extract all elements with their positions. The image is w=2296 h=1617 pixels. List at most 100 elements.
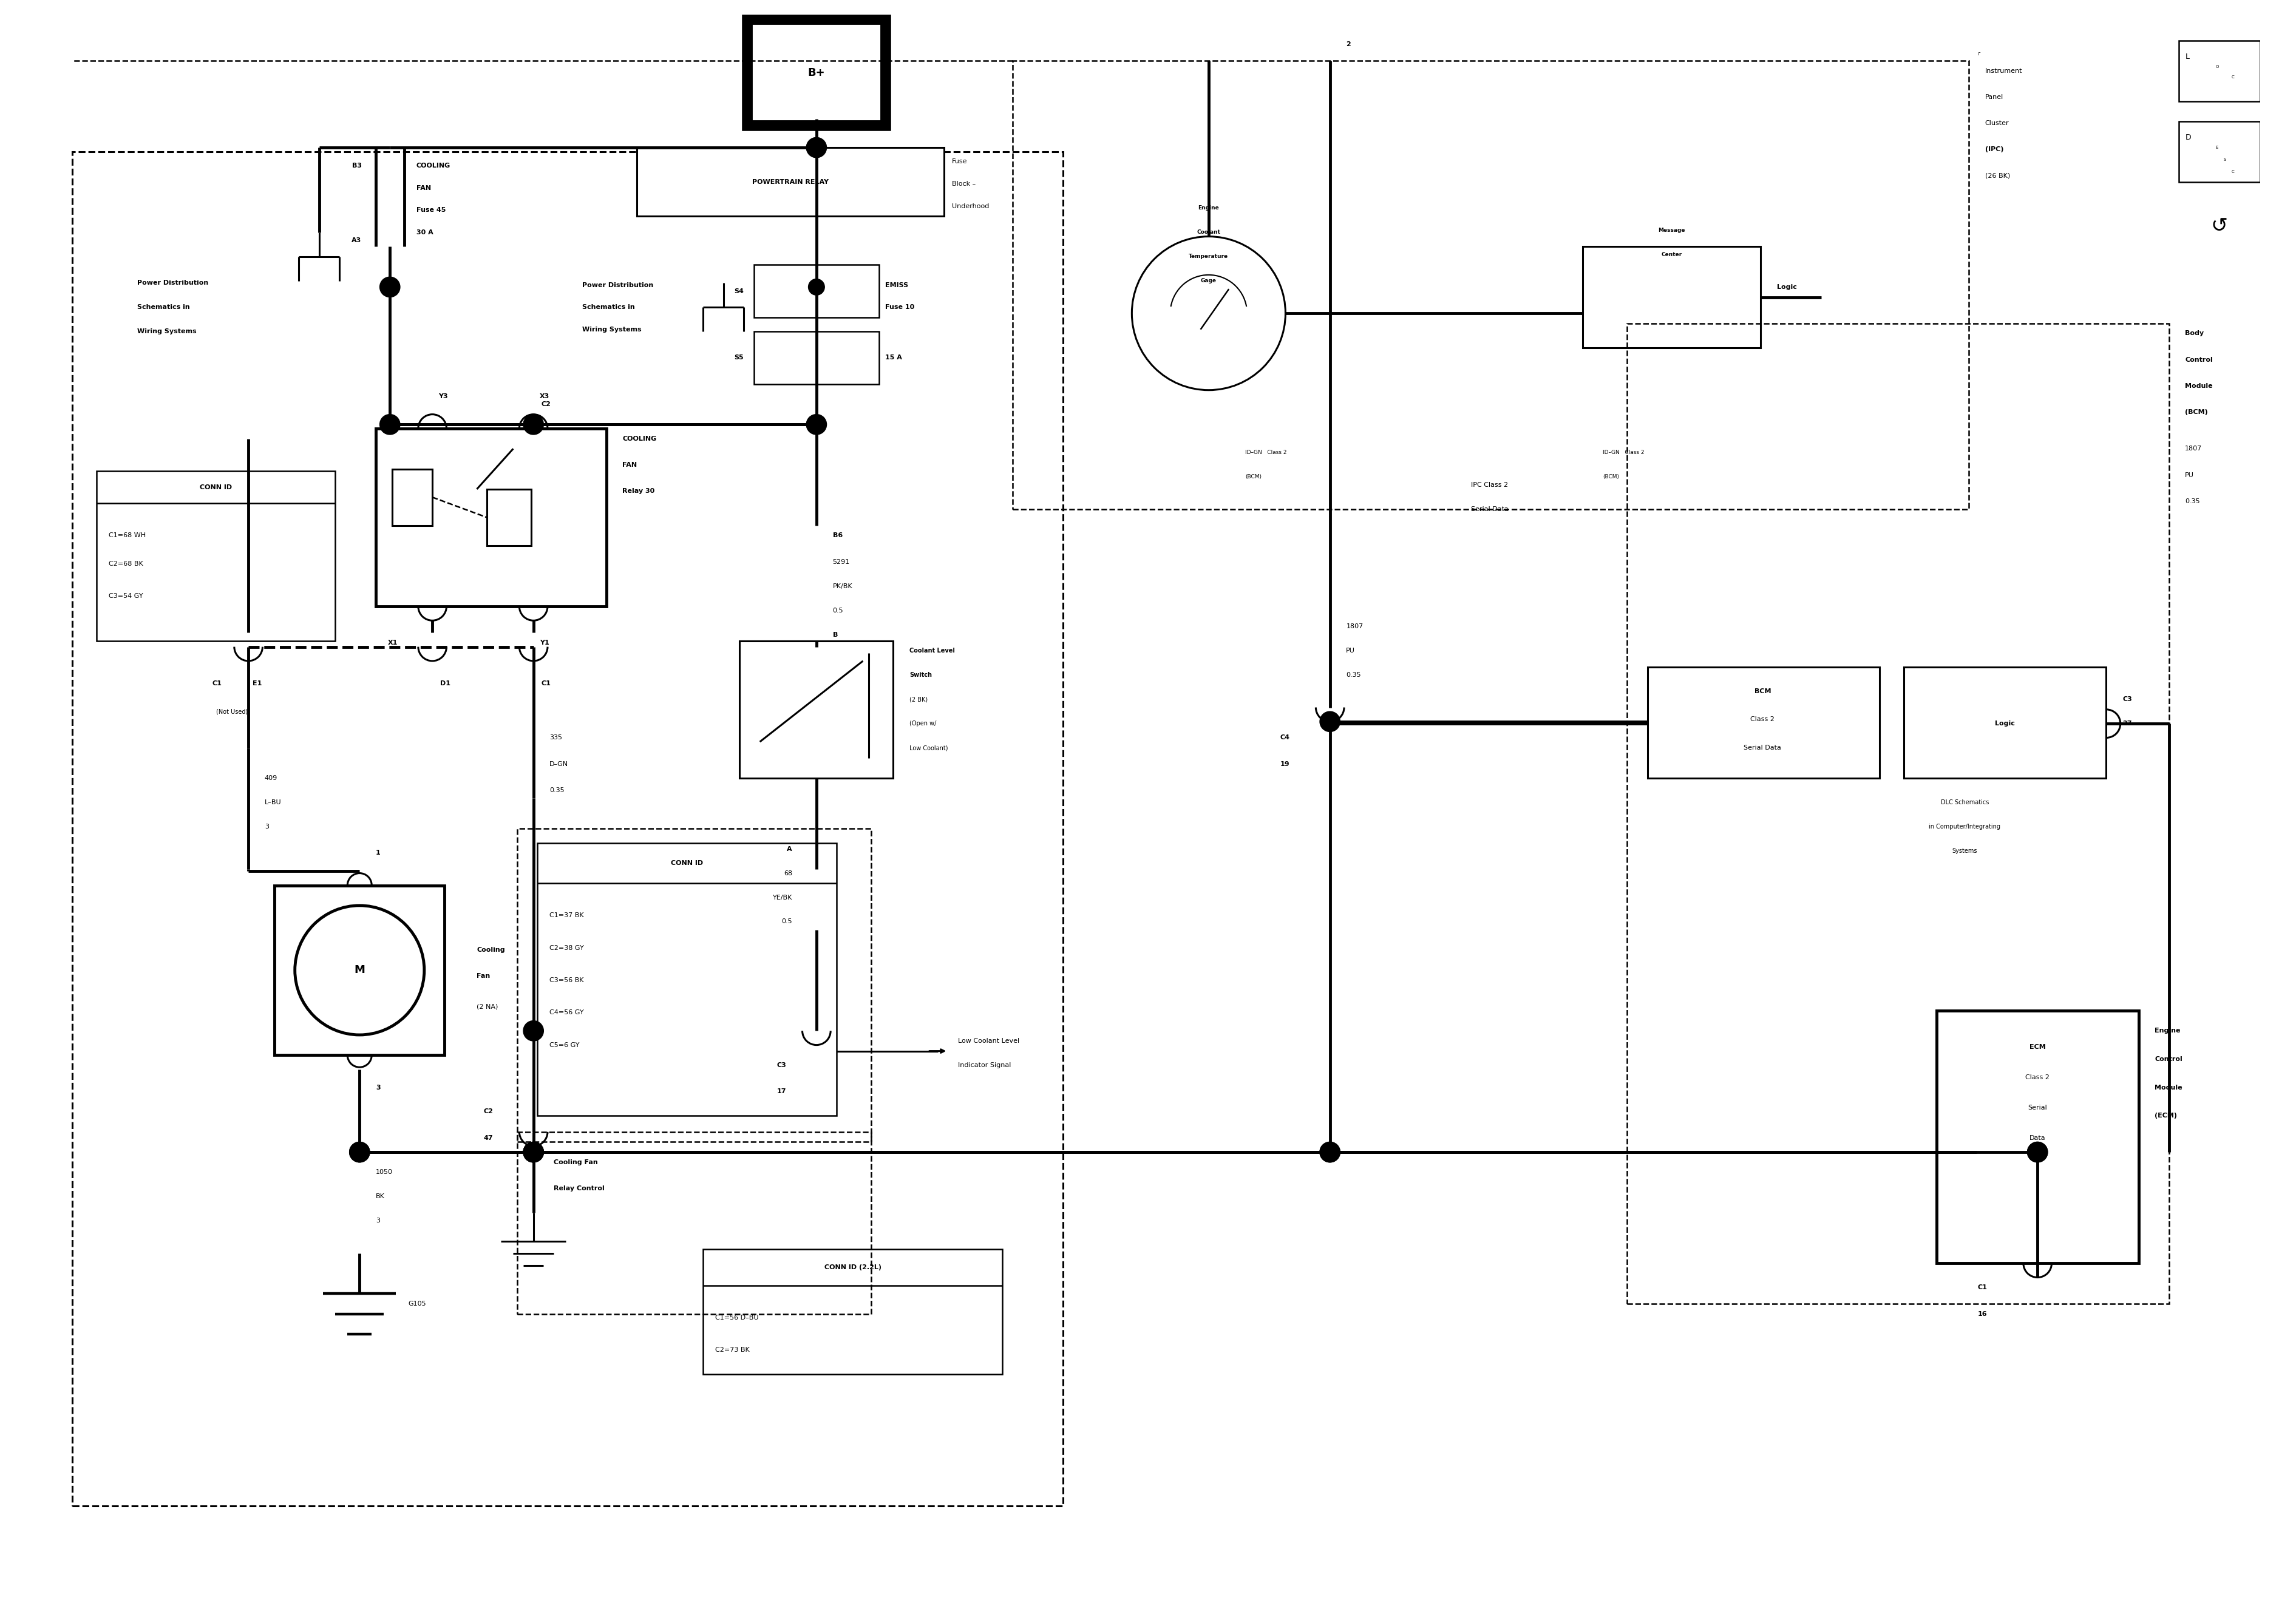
Text: Fan: Fan xyxy=(478,973,491,980)
Text: Schematics in: Schematics in xyxy=(138,304,191,310)
Text: S: S xyxy=(2223,158,2227,162)
Bar xyxy=(517,828,870,1142)
Bar xyxy=(703,1248,1003,1374)
Text: 335: 335 xyxy=(549,734,563,741)
Text: CONN ID: CONN ID xyxy=(200,483,232,490)
Text: D1: D1 xyxy=(441,681,450,686)
Bar xyxy=(276,886,445,1056)
Text: (IPC): (IPC) xyxy=(1986,147,2004,152)
Text: ↺: ↺ xyxy=(2211,217,2227,236)
Bar xyxy=(744,16,889,129)
Bar xyxy=(377,429,606,606)
Text: Coolant: Coolant xyxy=(1196,230,1221,234)
Text: Y1: Y1 xyxy=(540,640,549,645)
Bar xyxy=(73,152,1063,1505)
Bar xyxy=(739,640,893,778)
Text: Control: Control xyxy=(2154,1056,2183,1062)
Text: Cluster: Cluster xyxy=(1986,120,2009,126)
Text: B3: B3 xyxy=(351,163,360,168)
Text: Class 2: Class 2 xyxy=(1750,716,1775,723)
Text: Low Coolant Level: Low Coolant Level xyxy=(957,1038,1019,1045)
Circle shape xyxy=(2027,1142,2048,1163)
Text: Engine: Engine xyxy=(2154,1028,2181,1033)
Text: Serial: Serial xyxy=(2027,1104,2048,1111)
Text: S5: S5 xyxy=(735,354,744,361)
Text: Switch: Switch xyxy=(909,673,932,678)
Text: C3=54 GY: C3=54 GY xyxy=(108,593,142,600)
Text: 1807: 1807 xyxy=(2186,446,2202,451)
Text: Logic: Logic xyxy=(1777,285,1798,289)
Text: 3: 3 xyxy=(377,1218,381,1224)
Text: Serial Data: Serial Data xyxy=(1472,506,1508,513)
Text: ID–GN   Class 2: ID–GN Class 2 xyxy=(1603,450,1644,456)
Text: Relay 30: Relay 30 xyxy=(622,488,654,495)
Text: 68: 68 xyxy=(783,870,792,876)
Text: 30 A: 30 A xyxy=(416,230,434,236)
Circle shape xyxy=(379,277,400,298)
Text: Power Distribution: Power Distribution xyxy=(138,280,209,286)
Text: Panel: Panel xyxy=(1986,94,2004,100)
Text: Underhood: Underhood xyxy=(953,204,990,209)
Text: Fuse: Fuse xyxy=(953,158,967,165)
Text: S4: S4 xyxy=(735,288,744,294)
Text: Module: Module xyxy=(2186,383,2213,390)
Text: 1050: 1050 xyxy=(377,1169,393,1176)
Text: BCM: BCM xyxy=(1754,689,1770,694)
Text: Indicator Signal: Indicator Signal xyxy=(957,1062,1010,1069)
Text: Fuse 45: Fuse 45 xyxy=(416,207,445,213)
Text: ┌: ┌ xyxy=(1977,50,1979,55)
Text: ECM: ECM xyxy=(2030,1045,2046,1049)
Text: C1=37 BK: C1=37 BK xyxy=(549,912,583,918)
Circle shape xyxy=(1320,1142,1341,1163)
Bar xyxy=(393,469,432,526)
Text: Wiring Systems: Wiring Systems xyxy=(138,328,197,335)
Text: CONN ID: CONN ID xyxy=(670,860,703,867)
Text: Low Coolant): Low Coolant) xyxy=(909,745,948,750)
Text: 1: 1 xyxy=(377,851,381,855)
Text: 17: 17 xyxy=(776,1088,785,1095)
Text: G105: G105 xyxy=(409,1300,427,1307)
Text: 0.5: 0.5 xyxy=(781,918,792,925)
Text: Block –: Block – xyxy=(953,181,976,188)
Text: Class 2: Class 2 xyxy=(2025,1074,2050,1080)
Text: D–GN: D–GN xyxy=(549,762,569,766)
Bar xyxy=(487,488,530,547)
Bar xyxy=(753,265,879,317)
Circle shape xyxy=(379,414,400,435)
Bar xyxy=(753,331,879,385)
Bar xyxy=(1013,60,1968,509)
Text: C3: C3 xyxy=(776,1062,785,1069)
Text: Wiring Systems: Wiring Systems xyxy=(581,327,641,333)
Text: 3: 3 xyxy=(377,1085,381,1090)
Text: C1: C1 xyxy=(1977,1284,1986,1290)
Text: C2: C2 xyxy=(542,401,551,407)
Text: B6: B6 xyxy=(833,532,843,538)
Bar xyxy=(537,842,836,1116)
Text: C2=68 BK: C2=68 BK xyxy=(108,561,142,568)
Bar xyxy=(1628,323,2170,1303)
Text: Message: Message xyxy=(1658,228,1685,233)
Text: (26 BK): (26 BK) xyxy=(1986,173,2009,179)
Circle shape xyxy=(523,1142,544,1163)
Text: Data: Data xyxy=(2030,1135,2046,1142)
Text: ID–GN   Class 2: ID–GN Class 2 xyxy=(1244,450,1286,456)
Text: O: O xyxy=(2216,65,2218,68)
Text: POWERTRAIN RELAY: POWERTRAIN RELAY xyxy=(751,179,829,184)
Text: COOLING: COOLING xyxy=(622,435,657,441)
Text: Center: Center xyxy=(1662,252,1683,257)
Text: Gage: Gage xyxy=(1201,278,1217,283)
Text: (2 BK): (2 BK) xyxy=(909,697,928,702)
Text: Relay Control: Relay Control xyxy=(553,1185,604,1192)
Circle shape xyxy=(1320,1142,1341,1163)
Text: C: C xyxy=(2232,170,2234,173)
Circle shape xyxy=(1320,711,1341,731)
Text: Engine: Engine xyxy=(1199,205,1219,210)
Text: 0.35: 0.35 xyxy=(549,787,565,794)
Text: C4: C4 xyxy=(1279,734,1290,741)
Text: X1: X1 xyxy=(388,640,397,645)
Text: Coolant Level: Coolant Level xyxy=(909,648,955,653)
Text: L–BU: L–BU xyxy=(264,799,282,805)
Text: Cooling Fan: Cooling Fan xyxy=(553,1159,597,1166)
Text: (BCM): (BCM) xyxy=(1603,474,1619,480)
Circle shape xyxy=(523,1142,544,1163)
